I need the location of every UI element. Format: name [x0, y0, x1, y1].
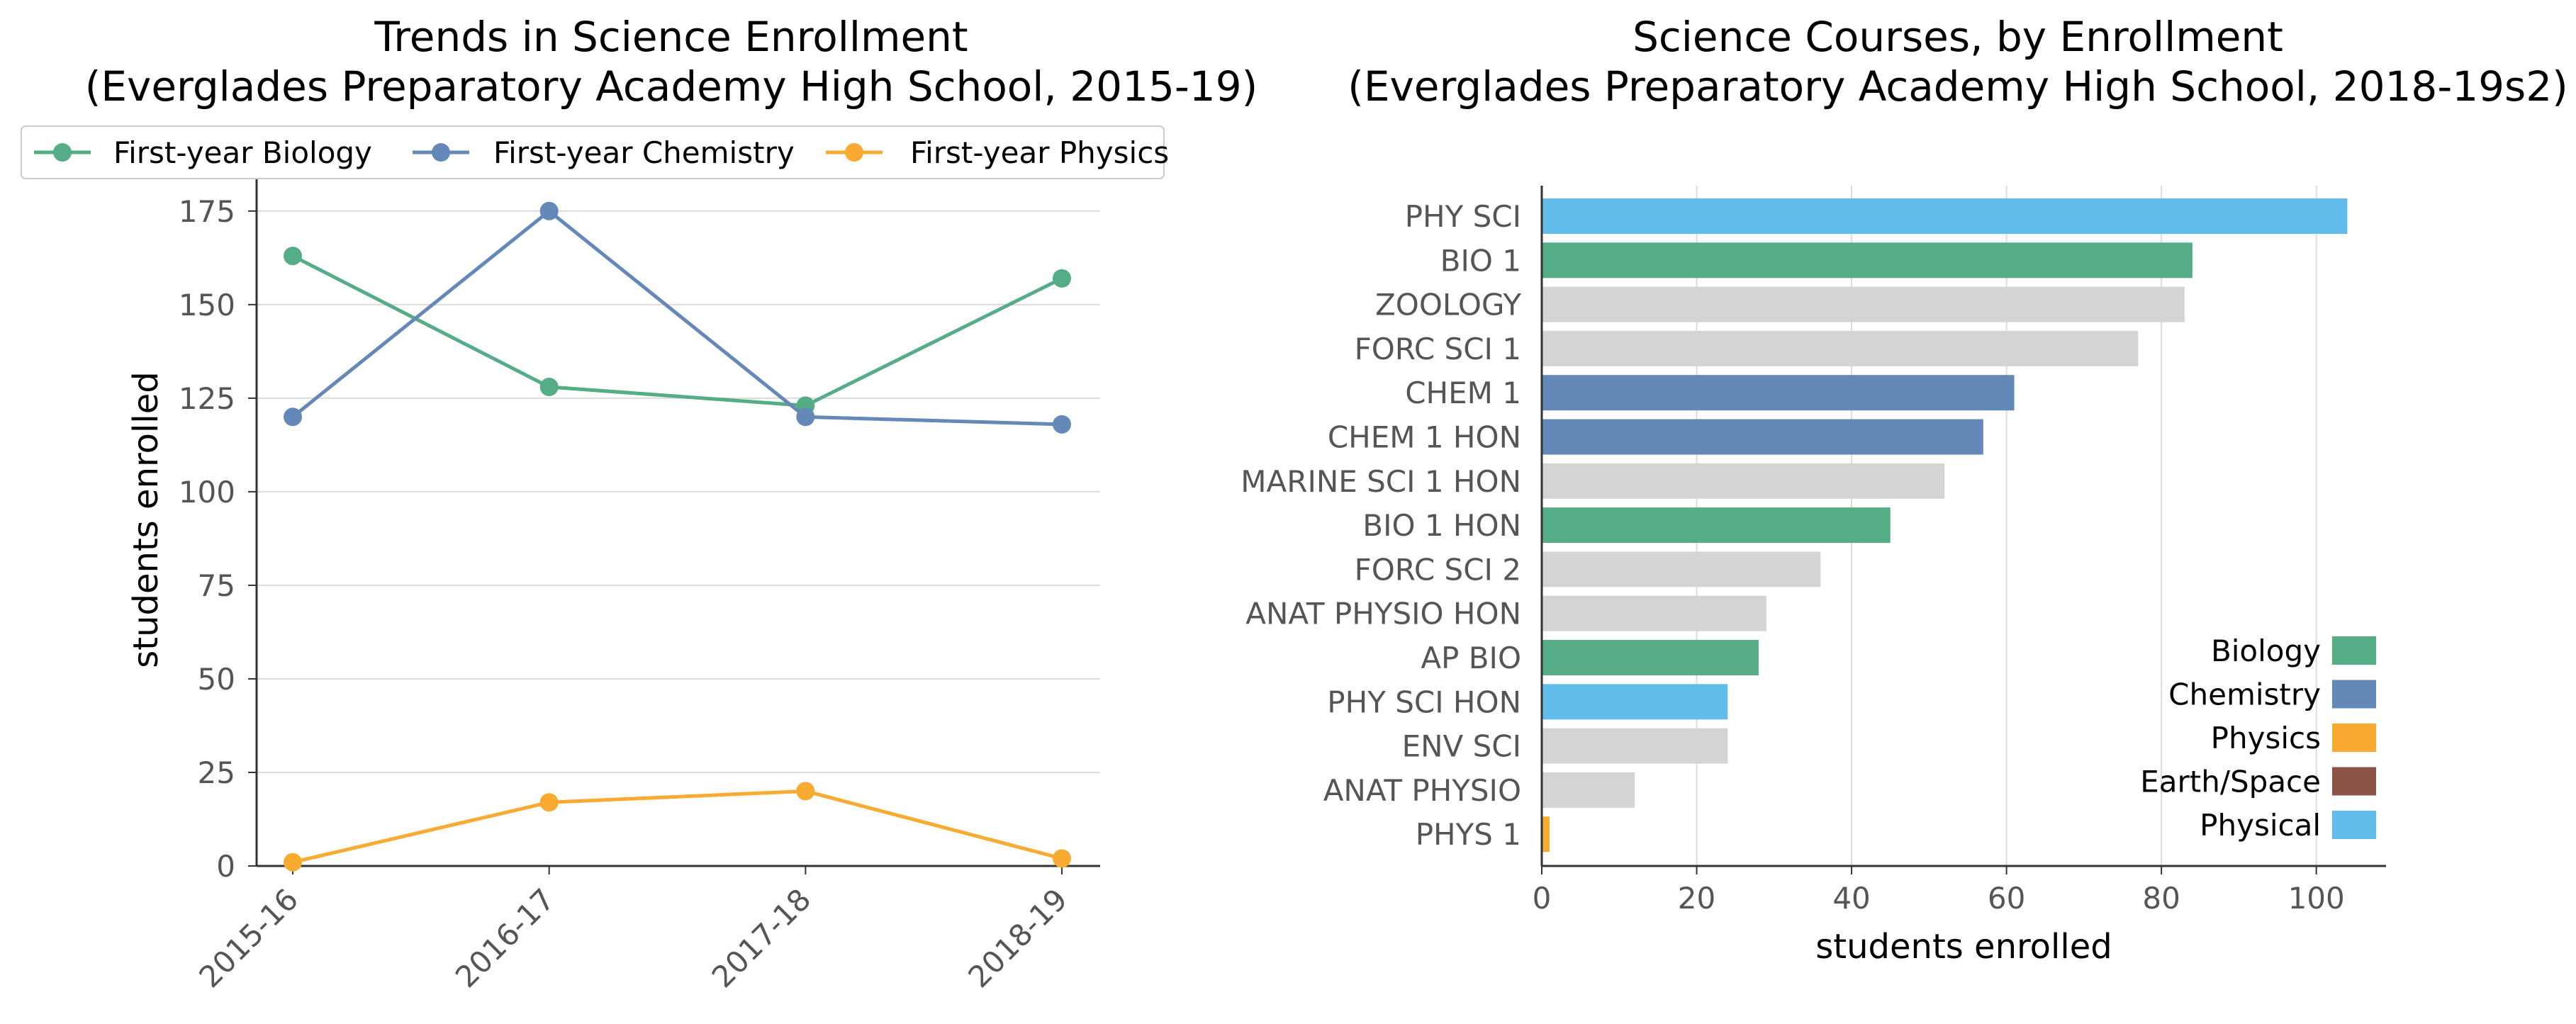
x-tick-label: 2018-19	[961, 882, 1074, 994]
data-point	[796, 407, 815, 427]
legend-label: Physics	[2211, 721, 2321, 755]
category-label: AP BIO	[1421, 641, 1521, 675]
legend-label: First-year Biology	[113, 135, 372, 170]
x-tick-label: 2016-17	[449, 882, 561, 994]
category-label: FORC SCI 2	[1355, 552, 1521, 587]
legend-label: First-year Chemistry	[493, 135, 795, 170]
x-tick-label: 60	[1988, 881, 2025, 916]
x-axis-label: students enrolled	[1815, 927, 2112, 967]
y-axis-label: students enrolled	[126, 371, 166, 668]
bar	[1542, 286, 2185, 322]
category-label: CHEM 1	[1405, 376, 1521, 410]
category-label: CHEM 1 HON	[1328, 420, 1521, 455]
y-tick-label: 75	[198, 568, 235, 603]
x-tick-label: 2015-16	[192, 882, 305, 994]
category-label: PHYS 1	[1416, 817, 1521, 852]
data-point	[284, 247, 302, 266]
line-chart: Trends in Science Enrollment (Everglades …	[21, 13, 1258, 994]
y-tick-label: 150	[179, 288, 235, 322]
data-point	[284, 853, 302, 872]
data-point	[539, 378, 559, 397]
bar-chart: Science Courses, by Enrollment (Everglade…	[1241, 13, 2568, 967]
y-tick-label: 125	[179, 381, 235, 416]
bar	[1542, 728, 1728, 764]
legend-swatch	[2332, 811, 2376, 839]
legend-marker	[53, 143, 72, 162]
bar	[1542, 816, 1550, 853]
category-label: MARINE SCI 1 HON	[1241, 464, 1521, 499]
x-tick-label: 40	[1832, 881, 1870, 916]
data-point	[1053, 849, 1071, 868]
data-point	[796, 782, 815, 801]
bar	[1542, 507, 1891, 544]
category-label: ANAT PHYSIO	[1323, 773, 1521, 808]
x-tick-label: 20	[1678, 881, 1715, 916]
legend-label: First-year Physics	[910, 135, 1169, 170]
data-point	[539, 793, 559, 812]
category-label: PHY SCI HON	[1327, 685, 1521, 719]
data-point	[1053, 415, 1071, 434]
bar	[1542, 330, 2139, 366]
chart-title: Trends in Science Enrollment (Everglades …	[85, 13, 1258, 111]
bar	[1542, 375, 2015, 411]
category-label: BIO 1 HON	[1362, 508, 1521, 543]
legend-swatch	[2332, 680, 2376, 709]
y-tick-label: 175	[179, 194, 235, 229]
legend-swatch	[2332, 724, 2376, 752]
y-tick-label: 100	[179, 475, 235, 510]
category-label: ZOOLOGY	[1375, 288, 1521, 322]
bar	[1542, 419, 1983, 455]
data-point	[539, 201, 559, 220]
legend-label: Earth/Space	[2140, 765, 2321, 799]
bar	[1542, 772, 1635, 808]
legend-label: Chemistry	[2168, 677, 2321, 712]
bar	[1542, 198, 2348, 234]
x-tick-label: 2017-18	[705, 882, 818, 994]
y-tick-label: 50	[198, 662, 235, 697]
data-point	[284, 407, 302, 427]
y-tick-label: 0	[216, 849, 235, 884]
category-label: BIO 1	[1440, 243, 1521, 278]
legend-label: Physical	[2200, 808, 2321, 843]
series-line-2	[292, 789, 1063, 865]
legend-label: Biology	[2211, 634, 2321, 668]
legend-swatch	[2332, 767, 2376, 796]
x-tick-label: 80	[2142, 881, 2180, 916]
bar	[1542, 242, 2193, 278]
data-point	[1053, 269, 1071, 288]
x-tick-label: 0	[1533, 881, 1552, 916]
legend-box	[21, 125, 1165, 179]
bar	[1542, 551, 1821, 587]
legend-marker	[432, 143, 450, 162]
legend-swatch	[2332, 636, 2376, 665]
bar	[1542, 640, 1759, 675]
legend-marker	[845, 143, 863, 162]
x-tick-label: 100	[2288, 881, 2345, 916]
series-line-0	[291, 254, 1063, 407]
bar	[1542, 463, 1945, 499]
series-line-1	[291, 208, 1063, 427]
bar	[1542, 684, 1728, 720]
bar	[1542, 595, 1766, 631]
chart-title: Science Courses, by Enrollment (Everglade…	[1348, 13, 2568, 111]
category-label: ENV SCI	[1402, 729, 1521, 764]
category-label: ANAT PHYSIO HON	[1245, 597, 1521, 631]
y-tick-label: 25	[198, 755, 235, 790]
category-label: PHY SCI	[1405, 199, 1521, 234]
category-label: FORC SCI 1	[1355, 332, 1521, 366]
